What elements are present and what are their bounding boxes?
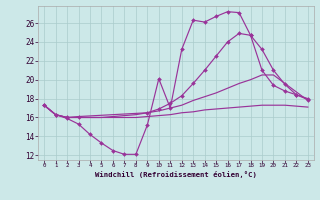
X-axis label: Windchill (Refroidissement éolien,°C): Windchill (Refroidissement éolien,°C) [95,171,257,178]
